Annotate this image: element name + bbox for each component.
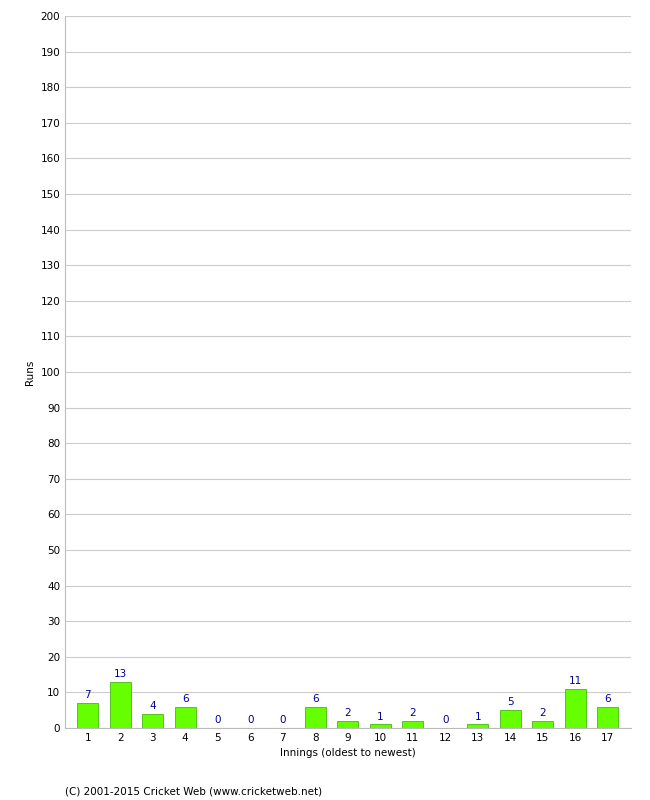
Bar	[370, 725, 391, 728]
Bar	[142, 714, 163, 728]
Bar	[597, 706, 618, 728]
Bar	[500, 710, 521, 728]
Text: 0: 0	[442, 715, 448, 725]
Text: 5: 5	[507, 698, 514, 707]
Bar	[565, 689, 586, 728]
Text: 0: 0	[247, 715, 254, 725]
Bar	[175, 706, 196, 728]
Bar	[305, 706, 326, 728]
Bar	[467, 725, 488, 728]
Y-axis label: Runs: Runs	[25, 359, 35, 385]
Text: 2: 2	[410, 708, 416, 718]
Text: (C) 2001-2015 Cricket Web (www.cricketweb.net): (C) 2001-2015 Cricket Web (www.cricketwe…	[65, 786, 322, 796]
Bar	[337, 721, 358, 728]
Text: 11: 11	[569, 676, 582, 686]
Text: 13: 13	[114, 669, 127, 679]
Bar	[532, 721, 553, 728]
Text: 6: 6	[312, 694, 318, 704]
Text: 7: 7	[84, 690, 91, 700]
Text: 1: 1	[377, 711, 384, 722]
X-axis label: Innings (oldest to newest): Innings (oldest to newest)	[280, 749, 415, 758]
Bar	[110, 682, 131, 728]
Text: 2: 2	[344, 708, 351, 718]
Text: 4: 4	[150, 701, 156, 711]
Text: 0: 0	[280, 715, 286, 725]
Bar	[77, 703, 98, 728]
Text: 2: 2	[540, 708, 546, 718]
Text: 6: 6	[182, 694, 188, 704]
Text: 0: 0	[214, 715, 221, 725]
Text: 1: 1	[474, 711, 481, 722]
Text: 6: 6	[604, 694, 611, 704]
Bar	[402, 721, 423, 728]
